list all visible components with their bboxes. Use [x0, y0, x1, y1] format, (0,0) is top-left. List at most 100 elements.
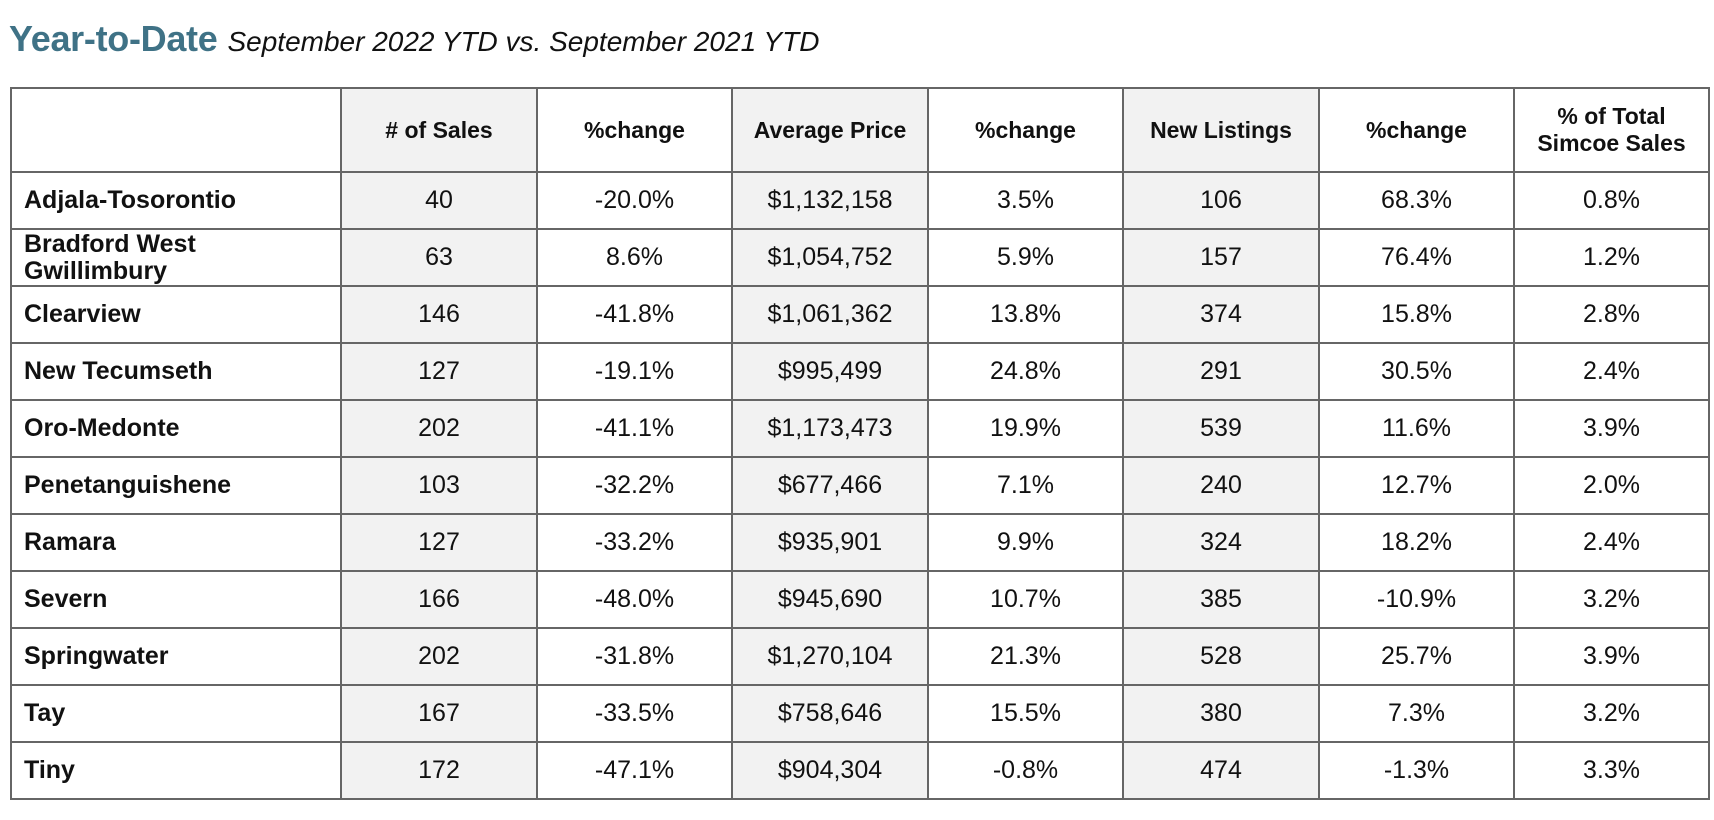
cell-sales-change: -47.1% — [536, 741, 733, 800]
cell-municipality-name: Bradford West Gwillimbury — [10, 228, 342, 287]
cell-sales-change: -33.5% — [536, 684, 733, 743]
page-title: Year-to-Date — [9, 18, 218, 59]
cell-price-change: 15.5% — [927, 684, 1124, 743]
cell-municipality-name: Adjala-Tosorontio — [10, 171, 342, 230]
cell-new-listings: 106 — [1122, 171, 1320, 230]
cell-sales-change: -19.1% — [536, 342, 733, 401]
header-sales: # of Sales — [340, 87, 538, 173]
table-row: Tay 167 -33.5% $758,646 15.5% 380 7.3% 3.2% — [10, 684, 1710, 743]
cell-pct-total: 3.9% — [1513, 399, 1710, 458]
cell-municipality-name: Tiny — [10, 741, 342, 800]
header-pct-total-line2: Simcoe Sales — [1537, 130, 1686, 156]
cell-sales: 166 — [340, 570, 538, 629]
header-listings-change: %change — [1318, 87, 1515, 173]
cell-price-change: 10.7% — [927, 570, 1124, 629]
cell-price-change: 9.9% — [927, 513, 1124, 572]
table-row: Penetanguishene 103 -32.2% $677,466 7.1% 240 1… — [10, 456, 1710, 515]
table-row: Severn 166 -48.0% $945,690 10.7% 385 -10.9% 3.2… — [10, 570, 1710, 629]
cell-new-listings: 374 — [1122, 285, 1320, 344]
cell-sales: 127 — [340, 342, 538, 401]
cell-average-price: $945,690 — [731, 570, 929, 629]
cell-average-price: $1,061,362 — [731, 285, 929, 344]
cell-pct-total: 2.4% — [1513, 342, 1710, 401]
table-row: Springwater 202 -31.8% $1,270,104 21.3% 528 25… — [10, 627, 1710, 686]
cell-new-listings: 474 — [1122, 741, 1320, 800]
cell-new-listings: 380 — [1122, 684, 1320, 743]
cell-listings-change: -10.9% — [1318, 570, 1515, 629]
page-subtitle: September 2022 YTD vs. September 2021 YT… — [227, 26, 820, 57]
cell-pct-total: 2.4% — [1513, 513, 1710, 572]
ytd-sales-table: # of Sales %change Average Price %change… — [10, 87, 1710, 800]
report-header: Year-to-Date September 2022 YTD vs. Septe… — [9, 18, 819, 60]
header-new-listings: New Listings — [1122, 87, 1320, 173]
cell-listings-change: 11.6% — [1318, 399, 1515, 458]
cell-average-price: $1,132,158 — [731, 171, 929, 230]
cell-municipality-name: Oro-Medonte — [10, 399, 342, 458]
cell-average-price: $935,901 — [731, 513, 929, 572]
header-pct-total-simcoe-sales: % of Total Simcoe Sales — [1513, 87, 1710, 173]
cell-new-listings: 157 — [1122, 228, 1320, 287]
cell-pct-total: 1.2% — [1513, 228, 1710, 287]
cell-sales-change: -33.2% — [536, 513, 733, 572]
cell-pct-total: 3.2% — [1513, 684, 1710, 743]
cell-municipality-name: Severn — [10, 570, 342, 629]
cell-average-price: $677,466 — [731, 456, 929, 515]
table-row: Oro-Medonte 202 -41.1% $1,173,473 19.9% 539 11… — [10, 399, 1710, 458]
cell-price-change: 5.9% — [927, 228, 1124, 287]
table-row: Clearview 146 -41.8% $1,061,362 13.8% 374 15.8… — [10, 285, 1710, 344]
cell-sales-change: -31.8% — [536, 627, 733, 686]
cell-average-price: $995,499 — [731, 342, 929, 401]
header-sales-change: %change — [536, 87, 733, 173]
cell-new-listings: 324 — [1122, 513, 1320, 572]
cell-price-change: 3.5% — [927, 171, 1124, 230]
cell-sales-change: -41.1% — [536, 399, 733, 458]
cell-sales: 103 — [340, 456, 538, 515]
table-row: Adjala-Tosorontio 40 -20.0% $1,132,158 3.5% 1… — [10, 171, 1710, 230]
table-row: Tiny 172 -47.1% $904,304 -0.8% 474 -1.3% 3.3% — [10, 741, 1710, 800]
cell-sales: 127 — [340, 513, 538, 572]
cell-pct-total: 0.8% — [1513, 171, 1710, 230]
cell-sales: 146 — [340, 285, 538, 344]
cell-price-change: 7.1% — [927, 456, 1124, 515]
cell-price-change: 21.3% — [927, 627, 1124, 686]
cell-average-price: $1,270,104 — [731, 627, 929, 686]
cell-municipality-name: New Tecumseth — [10, 342, 342, 401]
cell-municipality-name: Springwater — [10, 627, 342, 686]
cell-sales: 63 — [340, 228, 538, 287]
cell-listings-change: 25.7% — [1318, 627, 1515, 686]
cell-municipality-name: Penetanguishene — [10, 456, 342, 515]
cell-municipality-name: Ramara — [10, 513, 342, 572]
cell-listings-change: 12.7% — [1318, 456, 1515, 515]
cell-municipality-name: Tay — [10, 684, 342, 743]
municipality-name-line1: Bradford West — [24, 229, 196, 258]
cell-price-change: -0.8% — [927, 741, 1124, 800]
cell-average-price: $1,173,473 — [731, 399, 929, 458]
cell-pct-total: 3.3% — [1513, 741, 1710, 800]
header-price-change: %change — [927, 87, 1124, 173]
cell-price-change: 24.8% — [927, 342, 1124, 401]
cell-new-listings: 539 — [1122, 399, 1320, 458]
cell-sales: 40 — [340, 171, 538, 230]
municipality-name-line2: Gwillimbury — [24, 256, 168, 285]
table-row: New Tecumseth 127 -19.1% $995,499 24.8% 291 30… — [10, 342, 1710, 401]
cell-pct-total: 3.9% — [1513, 627, 1710, 686]
table-row: Ramara 127 -33.2% $935,901 9.9% 324 18.2% 2.4% — [10, 513, 1710, 572]
cell-pct-total: 2.0% — [1513, 456, 1710, 515]
cell-listings-change: -1.3% — [1318, 741, 1515, 800]
cell-municipality-name: Clearview — [10, 285, 342, 344]
cell-sales-change: -20.0% — [536, 171, 733, 230]
cell-average-price: $1,054,752 — [731, 228, 929, 287]
cell-new-listings: 528 — [1122, 627, 1320, 686]
cell-new-listings: 385 — [1122, 570, 1320, 629]
cell-new-listings: 291 — [1122, 342, 1320, 401]
cell-average-price: $758,646 — [731, 684, 929, 743]
cell-listings-change: 18.2% — [1318, 513, 1515, 572]
cell-price-change: 13.8% — [927, 285, 1124, 344]
cell-listings-change: 7.3% — [1318, 684, 1515, 743]
cell-pct-total: 3.2% — [1513, 570, 1710, 629]
table-header-row: # of Sales %change Average Price %change… — [10, 87, 1710, 173]
header-average-price: Average Price — [731, 87, 929, 173]
table-row: Bradford West Gwillimbury 63 8.6% $1,054,752… — [10, 228, 1710, 287]
cell-average-price: $904,304 — [731, 741, 929, 800]
cell-price-change: 19.9% — [927, 399, 1124, 458]
